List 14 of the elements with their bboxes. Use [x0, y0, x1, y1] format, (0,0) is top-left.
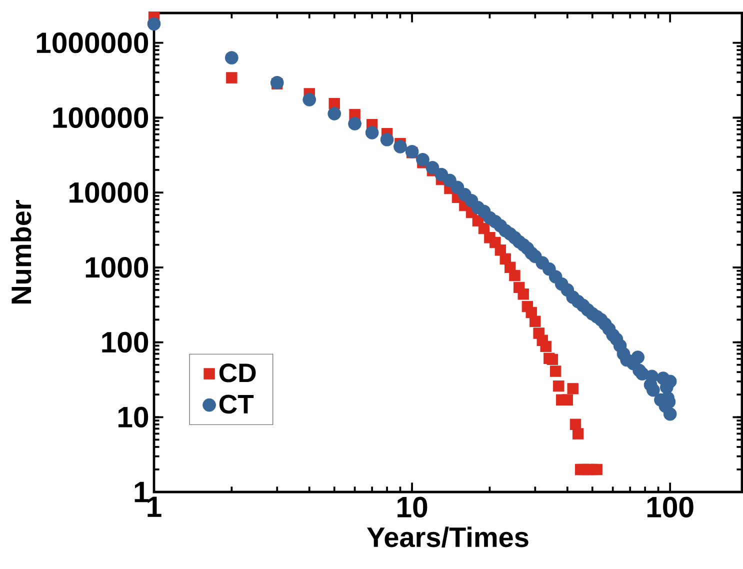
x-axis-title: Years/Times: [367, 526, 528, 548]
y-tick-label: 1: [134, 482, 148, 502]
y-tick-label: 10000: [70, 182, 148, 203]
y-tick-label: 1000000: [36, 32, 148, 54]
y-tick-label: 100: [102, 332, 148, 353]
y-tick-label: 1000: [86, 257, 148, 278]
x-tick-label: 10: [398, 496, 428, 518]
y-tick-label: 10: [118, 406, 148, 428]
x-tick-label: 1: [148, 496, 162, 517]
legend-label: CD: [219, 363, 256, 382]
y-tick-label: 100000: [53, 107, 148, 128]
legend-label: CT: [219, 394, 254, 414]
y-axis-title: Number: [10, 200, 32, 304]
x-tick-label: 100: [647, 496, 694, 518]
